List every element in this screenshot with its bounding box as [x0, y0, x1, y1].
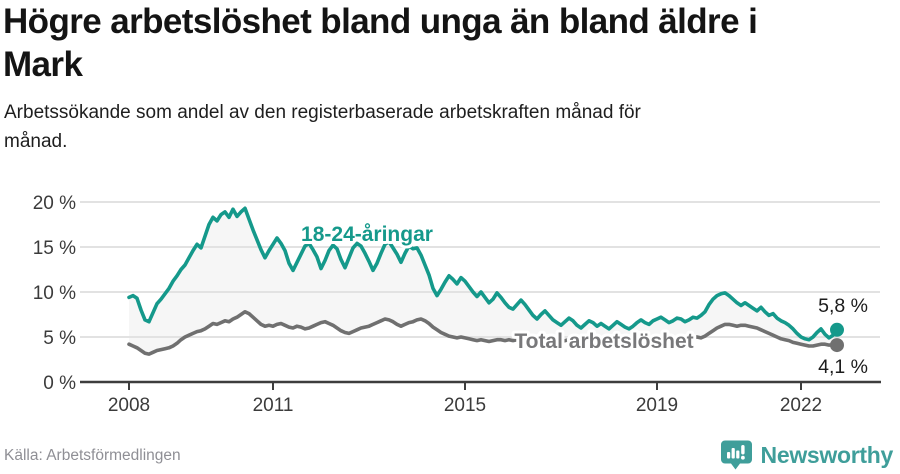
- end-value-label-total: 4,1 %: [818, 356, 868, 378]
- x-axis-label-2022: 2022: [780, 395, 822, 416]
- series-line-total: [127, 310, 839, 356]
- chart-subtitle-line2: månad.: [4, 130, 68, 152]
- chart-subtitle-line1: Arbetssökande som andel av den registerb…: [4, 102, 641, 123]
- y-axis-label-20pct: 20 %: [33, 193, 76, 214]
- chart-title-line2: Mark: [3, 45, 83, 85]
- y-axis-label-5pct: 5 %: [43, 328, 76, 349]
- newsworthy-logo-icon: [720, 440, 752, 470]
- y-axis-label-0pct: 0 %: [43, 373, 76, 394]
- logo-bar-medium: [735, 450, 739, 459]
- newsworthy-logo-text: Newsworthy: [760, 442, 894, 468]
- logo-bar-small: [726, 452, 730, 459]
- series-line-young: [127, 206, 839, 342]
- y-axis-label-10pct: 10 %: [33, 283, 76, 304]
- x-axis-label-2008: 2008: [108, 395, 150, 416]
- chart-title: Högre arbetslöshet bland unga än bland ä…: [3, 0, 897, 87]
- series-end-dot-total: [830, 338, 844, 353]
- logo-bar-tall: [731, 448, 735, 459]
- y-axis-label-15pct: 15 %: [33, 238, 76, 259]
- logo-exclamation-dot: [740, 455, 745, 460]
- chart-subtitle: Arbetssökande som andel av den registerb…: [4, 99, 864, 156]
- series-label-total: Total arbetslöshet: [514, 330, 693, 353]
- end-value-label-young: 5,8 %: [818, 295, 868, 317]
- x-axis-label-2011: 2011: [253, 395, 294, 416]
- series-end-dot-young: [830, 322, 844, 337]
- source-note: Källa: Arbetsförmedlingen: [4, 447, 181, 464]
- newsworthy-logo: Newsworthy: [720, 440, 893, 471]
- chart-title-line1: Högre arbetslöshet bland unga än bland ä…: [3, 2, 758, 41]
- logo-exclamation-bar: [740, 445, 745, 455]
- between-series-fill: [129, 208, 837, 355]
- series-label-young: 18-24-åringar: [301, 223, 433, 246]
- x-axis-label-2015: 2015: [444, 395, 486, 416]
- x-axis-label-2019: 2019: [636, 395, 678, 416]
